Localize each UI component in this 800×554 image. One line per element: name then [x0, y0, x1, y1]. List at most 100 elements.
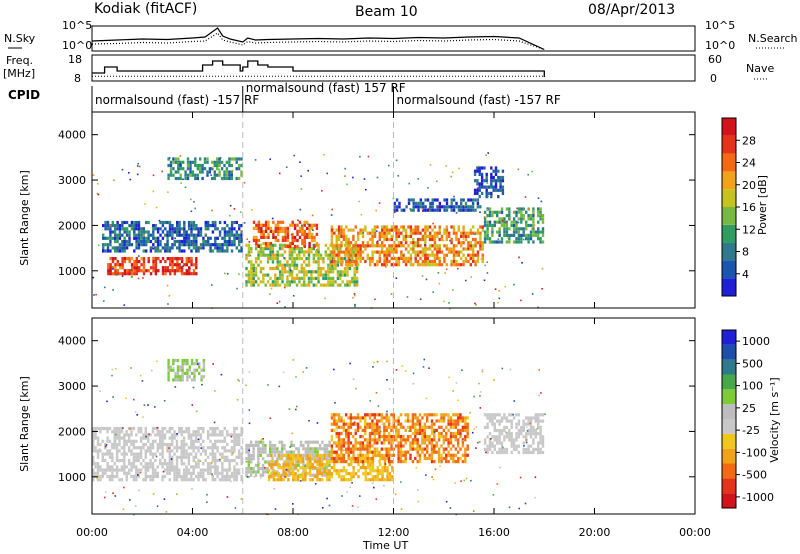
heat-cell — [109, 272, 112, 276]
heat-cell — [449, 431, 453, 436]
heat-cell — [125, 439, 128, 443]
heat-cell — [464, 425, 467, 429]
heat-cell — [397, 241, 401, 245]
heat-cell — [333, 416, 336, 420]
heat-cell — [142, 227, 145, 231]
heat-cell — [289, 463, 292, 467]
heat-speck — [362, 232, 364, 234]
heat-cell — [240, 233, 243, 237]
heat-cell — [230, 433, 234, 437]
heat-cell — [331, 257, 335, 261]
heat-cell — [271, 243, 275, 247]
heat-cell — [108, 439, 112, 443]
heat-speck — [400, 481, 402, 483]
heat-cell — [337, 456, 341, 461]
heat-cell — [520, 237, 523, 241]
heat-cell — [192, 236, 196, 240]
heat-cell — [277, 220, 280, 224]
heat-cell — [216, 236, 219, 240]
heat-speck — [151, 369, 153, 372]
heat-cell — [383, 416, 386, 420]
heat-cell — [485, 172, 488, 176]
heat-cell — [352, 472, 355, 476]
heat-cell — [386, 457, 389, 461]
heat-cell — [204, 233, 207, 237]
heat-speck — [239, 231, 242, 233]
heat-cell — [226, 246, 229, 250]
heat-speck — [163, 400, 166, 402]
heat-speck — [480, 258, 483, 260]
heat-cell — [323, 453, 326, 458]
heat-cell — [373, 431, 376, 436]
heat-cell — [322, 273, 325, 277]
heat-cell — [250, 283, 253, 287]
heat-cell — [145, 239, 148, 244]
heat-cell — [235, 236, 238, 240]
heat-speck — [139, 471, 142, 474]
heat-cell — [327, 280, 330, 284]
heat-cell — [349, 416, 353, 420]
heat-cell — [235, 246, 238, 250]
heat-speck — [397, 175, 400, 177]
heat-cell — [194, 163, 197, 168]
heat-cell — [152, 257, 155, 261]
heat-speck — [485, 154, 487, 156]
heat-cell — [168, 233, 172, 237]
heat-cell — [174, 176, 178, 181]
heat-speck — [299, 161, 301, 163]
heat-cell — [313, 223, 316, 227]
heat-speck — [334, 452, 336, 455]
heat-cell — [190, 442, 193, 447]
heat-speck — [484, 264, 486, 267]
heat-cell — [135, 433, 138, 437]
heat-speck — [448, 376, 450, 379]
heat-cell — [498, 227, 501, 231]
heat-cell — [364, 431, 367, 436]
heat-cell — [111, 257, 115, 261]
heat-speck — [104, 286, 106, 289]
heat-cell — [488, 416, 492, 420]
heat-cell — [428, 244, 432, 248]
heat-cell — [133, 227, 136, 231]
heat-cell — [267, 235, 270, 239]
heat-cell — [409, 253, 413, 257]
heat-cell — [235, 455, 238, 459]
heat-cell — [280, 443, 284, 448]
heat-cell — [343, 257, 347, 261]
heat-cell — [424, 253, 427, 257]
heat-cell — [335, 472, 338, 476]
heat-speck — [432, 478, 435, 481]
heat-cell — [120, 426, 124, 431]
heat-speck — [297, 219, 299, 222]
heat-cell — [376, 422, 379, 426]
heat-cell — [192, 239, 196, 244]
heat-speck — [295, 376, 297, 378]
heat-cell — [423, 456, 426, 461]
heat-cell — [421, 447, 424, 451]
heat-cell — [274, 283, 277, 287]
heat-speck — [475, 447, 477, 449]
heat-cell — [281, 266, 284, 271]
heat-cell — [135, 227, 138, 231]
heat-cell — [364, 447, 367, 451]
heat-cell — [336, 283, 340, 287]
heat-cell — [96, 478, 100, 482]
heat-cell — [452, 253, 456, 257]
heat-cell — [340, 234, 343, 238]
heat-cell — [483, 210, 487, 214]
heat-cell — [399, 413, 403, 417]
heat-cell — [335, 237, 338, 242]
heat-cell — [288, 273, 291, 277]
heat-cell — [115, 452, 119, 456]
heat-cell — [107, 272, 110, 276]
heat-speck — [253, 476, 256, 478]
heat-speck — [352, 296, 354, 299]
heat-cell — [386, 469, 389, 473]
heat-cell — [168, 220, 172, 225]
heat-cell — [414, 241, 417, 245]
heat-cell — [123, 272, 127, 276]
heat-cell — [447, 419, 450, 423]
heat-cell — [496, 435, 499, 439]
heat-speck — [143, 269, 145, 271]
heat-cell — [294, 466, 297, 470]
